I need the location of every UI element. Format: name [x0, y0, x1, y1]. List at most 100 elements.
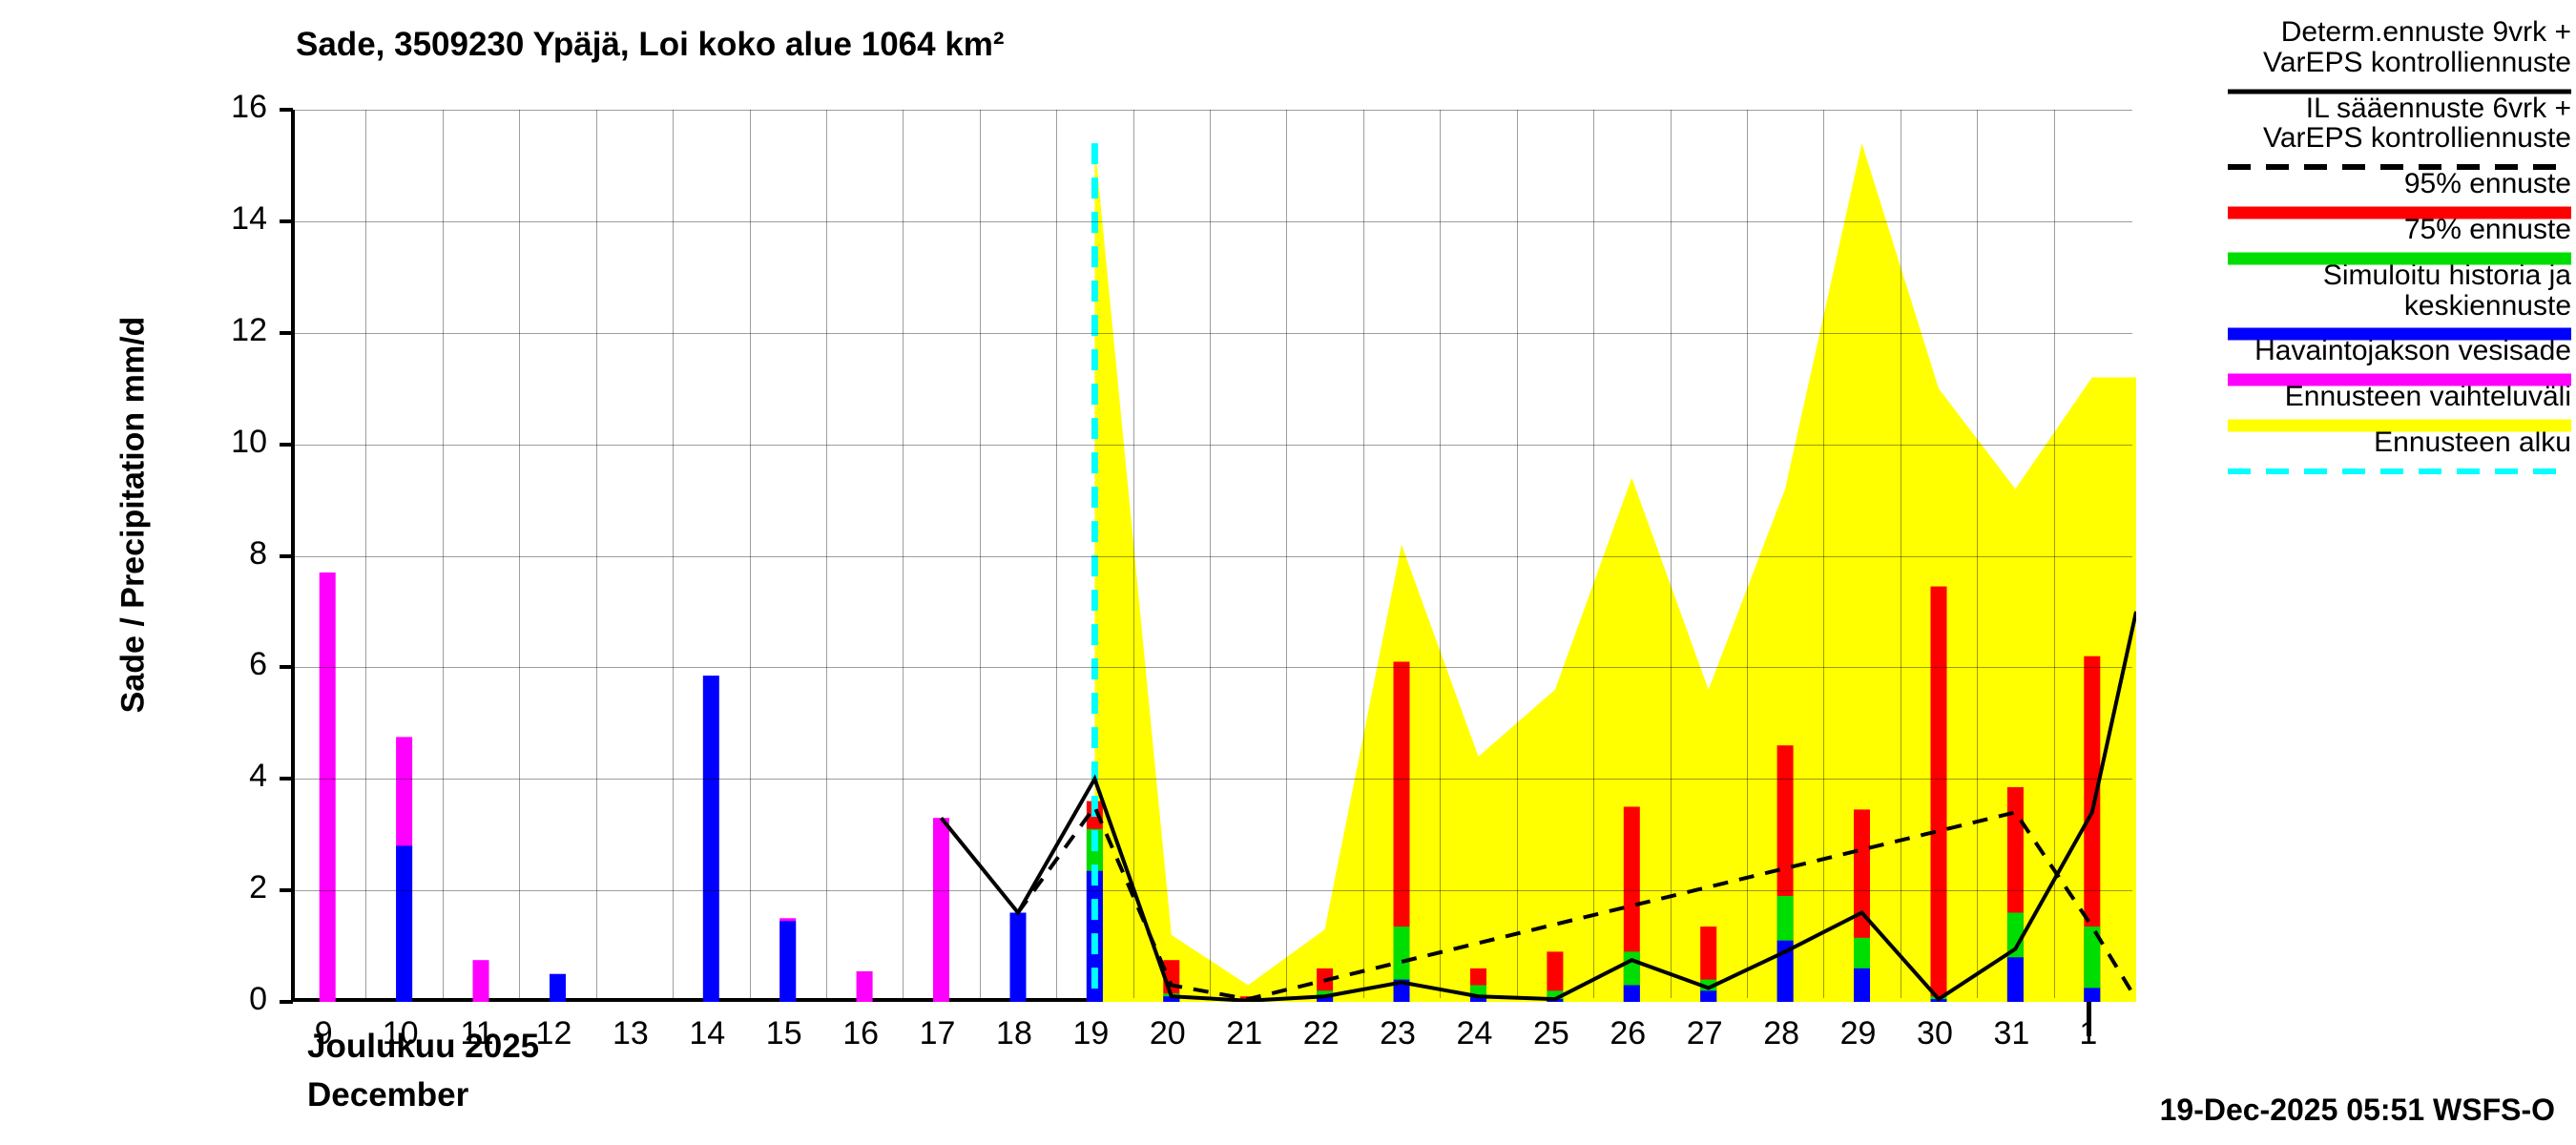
legend-item: Ennusteen alku — [2142, 427, 2571, 474]
legend-label: 75% ennuste — [2403, 213, 2571, 245]
gridline-h — [295, 779, 2132, 781]
bar-p75 — [1547, 990, 1564, 1002]
bar-p95 — [2084, 656, 2101, 1002]
gridline-v — [825, 110, 827, 998]
legend-item: 75% ennuste — [2142, 213, 2571, 265]
x-tick-label: 23 — [1380, 1015, 1416, 1051]
bar-observed — [856, 970, 873, 1002]
bar-observed — [319, 572, 336, 1002]
bar-sim — [1009, 912, 1027, 1002]
gridline-h — [295, 110, 2132, 111]
bar-observed — [933, 818, 949, 1002]
x-tick-label: 27 — [1686, 1015, 1723, 1051]
gridline-v — [903, 110, 904, 998]
y-tick-label: 14 — [231, 199, 267, 237]
plot-area — [291, 110, 2136, 1002]
gridline-h — [295, 332, 2132, 334]
y-tick-mark — [280, 777, 293, 781]
legend-item: Ennusteen vaihteluväli — [2142, 382, 2571, 432]
x-tick-label: 22 — [1302, 1015, 1340, 1051]
bar-sim — [1700, 990, 1717, 1002]
legend-item: Simuloitu historia ja keskiennuste — [2142, 259, 2571, 341]
y-tick-mark — [280, 108, 293, 112]
legend-label: Havaintojakson vesisade — [2254, 335, 2571, 367]
x-tick-label: 9 — [314, 1015, 333, 1051]
y-tick-mark — [280, 553, 293, 558]
month-label-fi: Joulukuu 2025 — [307, 1028, 540, 1065]
x-tick-label: 18 — [996, 1015, 1032, 1051]
gridline-v — [1593, 110, 1595, 998]
x-tick-label: 25 — [1532, 1015, 1569, 1051]
y-tick-label: 6 — [249, 646, 267, 683]
gridline-h — [295, 555, 2132, 557]
bar-sim — [1470, 996, 1486, 1002]
x-tick-label: 17 — [919, 1015, 956, 1051]
bar-sim — [779, 921, 797, 1002]
x-tick-label: 14 — [689, 1015, 726, 1051]
gridline-v — [749, 110, 751, 998]
legend: Determ.ennuste 9vrk + VarEPS kontrollien… — [2142, 16, 2571, 474]
y-tick-mark — [280, 888, 293, 893]
bar-sim — [702, 676, 719, 1002]
bar-p95 — [1393, 661, 1410, 1002]
bar-sim — [396, 845, 413, 1002]
x-tick-label: 30 — [1917, 1015, 1953, 1051]
y-tick-mark — [280, 442, 293, 447]
y-tick-mark — [280, 1000, 293, 1004]
y-tick-mark — [280, 665, 293, 670]
legend-label: 95% ennuste — [2403, 168, 2571, 200]
gridline-v — [519, 110, 521, 998]
x-tick-label: 16 — [842, 1015, 880, 1051]
legend-label: Determ.ennuste 9vrk + VarEPS kontrollien… — [2263, 16, 2571, 78]
legend-label: Simuloitu historia ja keskiennuste — [2322, 259, 2571, 322]
page-title: Sade, 3509230 Ypäjä, Loi koko alue 1064 … — [296, 26, 1005, 63]
y-tick-label: 8 — [249, 534, 267, 572]
gridline-h — [295, 444, 2132, 446]
gridline-v — [1286, 110, 1288, 998]
legend-item: IL sääennuste 6vrk + VarEPS kontrollienn… — [2142, 93, 2571, 171]
gridline-h — [295, 667, 2132, 669]
bar-p95 — [1547, 951, 1564, 1002]
x-tick-label: 15 — [765, 1015, 802, 1051]
x-tick-label: 19 — [1072, 1015, 1110, 1051]
bar-sim — [1776, 940, 1794, 1002]
gridline-v — [442, 110, 444, 998]
gridline-v — [1210, 110, 1211, 998]
gridline-v — [1516, 110, 1518, 998]
legend-item: Determ.ennuste 9vrk + VarEPS kontrollien… — [2142, 16, 2571, 94]
legend-item: Havaintojakson vesisade — [2142, 335, 2571, 386]
timestamp-stamp: 19-Dec-2025 05:51 WSFS-O — [2159, 1093, 2555, 1127]
y-axis-label: Sade / Precipitation mm/d — [114, 316, 152, 714]
bar-p75 — [2084, 926, 2101, 1002]
y-tick-label: 2 — [249, 869, 267, 906]
gridline-h — [295, 890, 2132, 892]
bar-sim — [2084, 988, 2101, 1002]
y-tick-label: 16 — [231, 89, 267, 125]
bar-sim — [1393, 979, 1410, 1002]
x-tick-label: 21 — [1226, 1015, 1263, 1051]
bar-sim — [1623, 985, 1640, 1002]
y-tick-label: 0 — [249, 981, 267, 1017]
y-tick-label: 10 — [231, 423, 267, 460]
determ-forecast-line — [939, 611, 2136, 1002]
y-tick-label: 12 — [231, 311, 267, 348]
gridline-v — [365, 110, 367, 998]
gridline-v — [1440, 110, 1442, 998]
gridline-v — [1132, 110, 1134, 998]
gridline-v — [2053, 110, 2055, 998]
gridline-v — [1977, 110, 1979, 998]
y-tick-mark — [280, 330, 293, 335]
uncertainty-band — [1094, 143, 2136, 1002]
gridline-v — [1823, 110, 1825, 998]
gridline-v — [1746, 110, 1748, 998]
month-label-en: December — [307, 1076, 469, 1114]
x-tick-label: 11 — [460, 1015, 494, 1051]
il-forecast-line — [1016, 802, 2136, 1002]
bar-p95 — [1930, 586, 1947, 1002]
x-tick-label: 31 — [1993, 1015, 2030, 1051]
bar-observed — [472, 960, 489, 1002]
gridline-v — [673, 110, 675, 998]
legend-item: 95% ennuste — [2142, 168, 2571, 219]
gridline-h — [295, 220, 2132, 222]
